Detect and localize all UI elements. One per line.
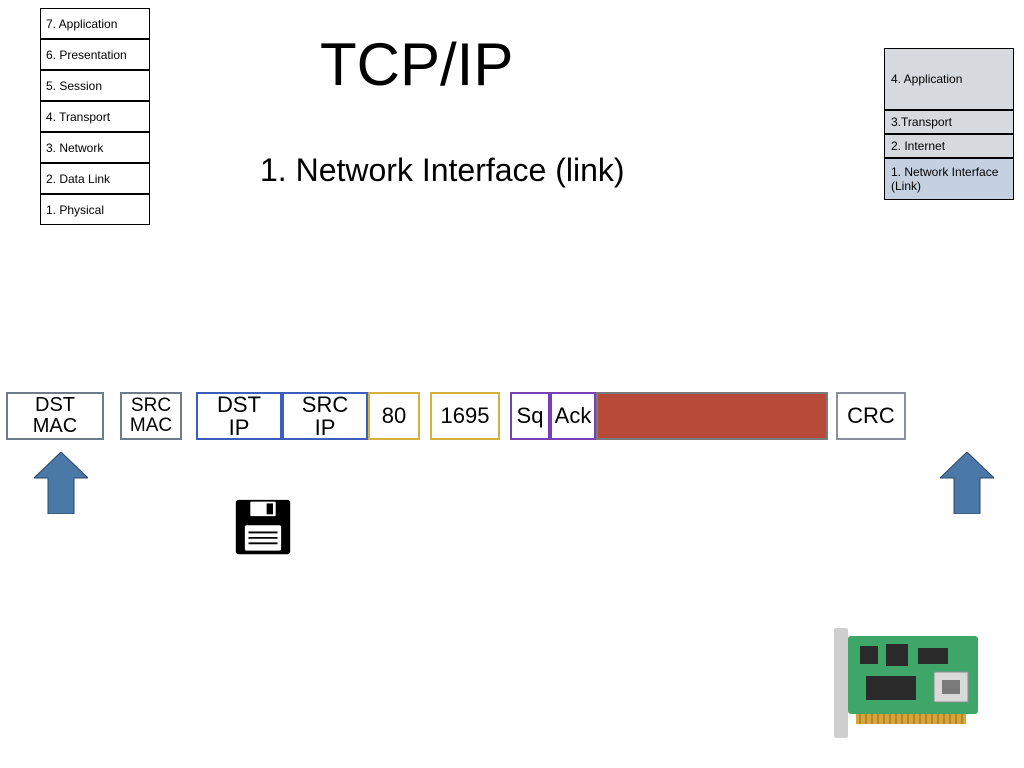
packet-diagram: DST MAC SRC MAC DST IPSRC IP801695SqAck CRC [6,392,906,440]
tcpip-layer-1: 1. Network Interface (Link) [884,158,1014,200]
packet-segment: Ack [550,392,596,440]
packet-gap [104,392,120,440]
floppy-disk-icon [234,498,292,556]
page-title: TCP/IP [320,30,513,99]
packet-segment: SRC IP [282,392,368,440]
tcpip-layer-3: 3.Transport [884,110,1014,134]
osi-layer-7: 7. Application [40,8,150,39]
packet-segment: DST IP [196,392,282,440]
tcpip-layer-4: 4. Application [884,48,1014,110]
network-card-icon [834,618,1004,748]
packet-segment: 1695 [430,392,500,440]
packet-segment: CRC [836,392,906,440]
packet-gap [182,392,196,440]
packet-segment: DST MAC [6,392,104,440]
arrow-up-left-icon [34,452,88,514]
osi-stack: 7. Application 6. Presentation 5. Sessio… [40,8,150,225]
tcpip-stack: 4. Application 3.Transport 2. Internet 1… [884,48,1014,200]
packet-gap [828,392,836,440]
packet-gap [420,392,430,440]
packet-segment: SRC MAC [120,392,182,440]
osi-layer-2: 2. Data Link [40,163,150,194]
packet-segment: Sq [510,392,550,440]
packet-gap [500,392,510,440]
osi-layer-6: 6. Presentation [40,39,150,70]
page-subtitle: 1. Network Interface (link) [260,152,625,189]
osi-layer-4: 4. Transport [40,101,150,132]
packet-segment [596,392,828,440]
packet-segment: 80 [368,392,420,440]
osi-layer-5: 5. Session [40,70,150,101]
tcpip-layer-2: 2. Internet [884,134,1014,158]
osi-layer-1: 1. Physical [40,194,150,225]
arrow-up-right-icon [940,452,994,514]
osi-layer-3: 3. Network [40,132,150,163]
